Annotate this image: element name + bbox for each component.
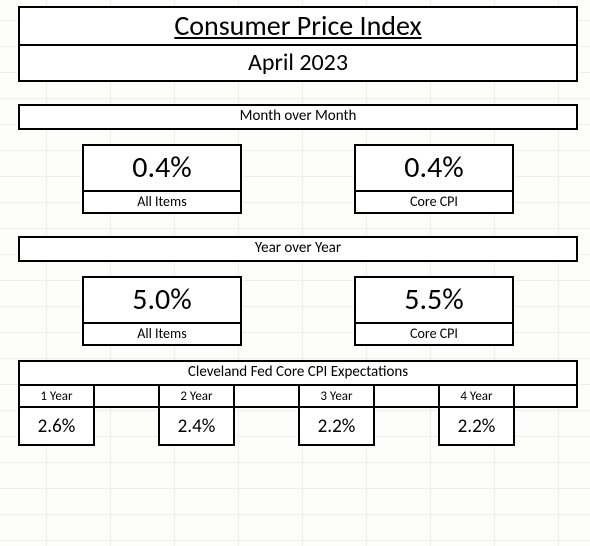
mom-header: Month over Month xyxy=(18,104,578,130)
exp-3year-value: 2.2% xyxy=(298,408,375,446)
exp-4year-label: 4 Year xyxy=(438,386,515,408)
exp-4year-value: 2.2% xyxy=(438,408,515,446)
yoy-all-items: 5.0% All Items xyxy=(82,276,242,346)
mom-core-cpi-label: Core CPI xyxy=(354,192,514,214)
mom-all-items-label: All Items xyxy=(82,192,242,214)
exp-1year-value: 2.6% xyxy=(18,408,95,446)
yoy-all-items-label: All Items xyxy=(82,324,242,346)
expectations-labels-row: 1 Year 2 Year 3 Year 4 Year xyxy=(18,386,578,408)
mom-core-cpi-value: 0.4% xyxy=(354,144,514,192)
mom-all-items-value: 0.4% xyxy=(82,144,242,192)
exp-2year-label: 2 Year xyxy=(158,386,235,408)
expectations-block: Cleveland Fed Core CPI Expectations 1 Ye… xyxy=(18,360,578,446)
yoy-all-items-value: 5.0% xyxy=(82,276,242,324)
exp-1year-label: 1 Year xyxy=(18,386,95,408)
cpi-summary-sheet: Consumer Price Index April 2023 Month ov… xyxy=(0,0,590,546)
exp-2year-value: 2.4% xyxy=(158,408,235,446)
page-title: Consumer Price Index xyxy=(18,6,578,46)
yoy-core-cpi: 5.5% Core CPI xyxy=(354,276,514,346)
title-block: Consumer Price Index April 2023 xyxy=(18,6,578,82)
mom-row: 0.4% All Items 0.4% Core CPI xyxy=(18,144,578,214)
mom-all-items: 0.4% All Items xyxy=(82,144,242,214)
yoy-row: 5.0% All Items 5.5% Core CPI xyxy=(18,276,578,346)
yoy-header: Year over Year xyxy=(18,236,578,262)
yoy-core-cpi-value: 5.5% xyxy=(354,276,514,324)
expectations-header: Cleveland Fed Core CPI Expectations xyxy=(18,360,578,386)
yoy-core-cpi-label: Core CPI xyxy=(354,324,514,346)
page-subtitle: April 2023 xyxy=(18,46,578,82)
expectations-values-row: 2.6% 2.4% 2.2% 2.2% xyxy=(18,408,578,446)
mom-core-cpi: 0.4% Core CPI xyxy=(354,144,514,214)
exp-3year-label: 3 Year xyxy=(298,386,375,408)
